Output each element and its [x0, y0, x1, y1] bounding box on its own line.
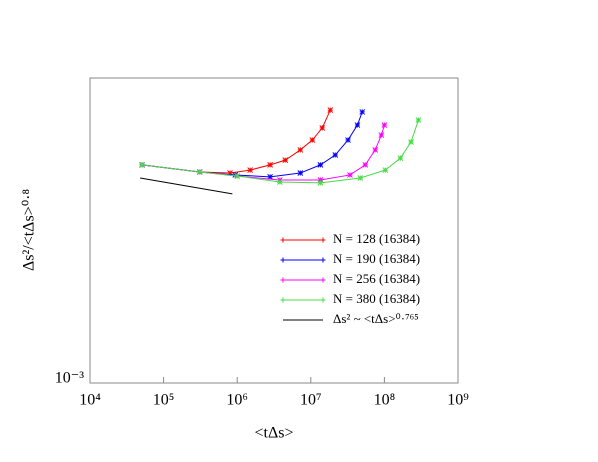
point-marker	[354, 122, 361, 128]
legend-label: N = 380 (16384)	[333, 291, 420, 306]
series-line	[142, 111, 363, 178]
x-tick-label: 10⁸	[374, 392, 396, 409]
point-marker	[347, 172, 353, 178]
x-axis-label: <tΔs>	[254, 425, 293, 442]
point-marker	[317, 162, 324, 168]
legend-marker	[280, 277, 326, 283]
point-marker	[397, 155, 404, 162]
y-tick-label: 10⁻³	[55, 370, 84, 387]
point-marker	[139, 162, 145, 168]
y-axis-label: Δs²/<tΔs>⁰·⁸	[21, 189, 38, 271]
x-tick-label: 10⁴	[79, 392, 101, 409]
point-marker	[332, 152, 339, 158]
point-marker	[378, 132, 385, 138]
series-line	[142, 119, 419, 184]
point-marker	[359, 109, 366, 115]
point-marker	[297, 147, 304, 153]
point-marker	[381, 122, 388, 128]
legend-label: Δs² ~ <tΔs>⁰·⁷⁶⁵	[333, 311, 419, 326]
point-marker	[282, 157, 289, 163]
point-marker	[227, 170, 233, 176]
point-marker	[267, 174, 273, 180]
point-marker	[297, 170, 304, 176]
point-marker	[317, 180, 324, 186]
legend-marker	[280, 237, 326, 243]
point-marker	[317, 177, 324, 183]
point-marker	[319, 125, 326, 131]
x-tick-label: 10⁷	[300, 392, 322, 409]
point-marker	[415, 117, 422, 123]
x-tick-label: 10⁵	[153, 392, 175, 409]
series-line	[142, 109, 331, 174]
point-marker	[357, 175, 364, 181]
point-marker	[196, 169, 203, 175]
point-marker	[234, 173, 241, 179]
legend-marker	[280, 257, 326, 263]
point-marker	[382, 167, 389, 173]
legend-label: N = 128 (16384)	[333, 231, 420, 246]
point-marker	[327, 107, 334, 113]
point-marker	[362, 162, 369, 168]
point-marker	[247, 167, 254, 173]
point-marker	[277, 179, 283, 185]
x-tick-label: 10⁶	[226, 392, 248, 409]
point-marker	[232, 172, 239, 178]
point-marker	[267, 162, 273, 168]
legend-label: N = 190 (16384)	[333, 251, 420, 266]
legend-marker	[280, 297, 326, 303]
point-marker	[345, 137, 351, 143]
point-marker	[408, 139, 414, 145]
series-line	[142, 124, 385, 181]
plot-frame	[89, 77, 459, 384]
point-marker	[372, 147, 379, 153]
point-marker	[309, 137, 316, 143]
x-tick-label: 10⁹	[447, 392, 469, 409]
legend-label: N = 256 (16384)	[333, 271, 420, 286]
series-line	[140, 177, 233, 195]
